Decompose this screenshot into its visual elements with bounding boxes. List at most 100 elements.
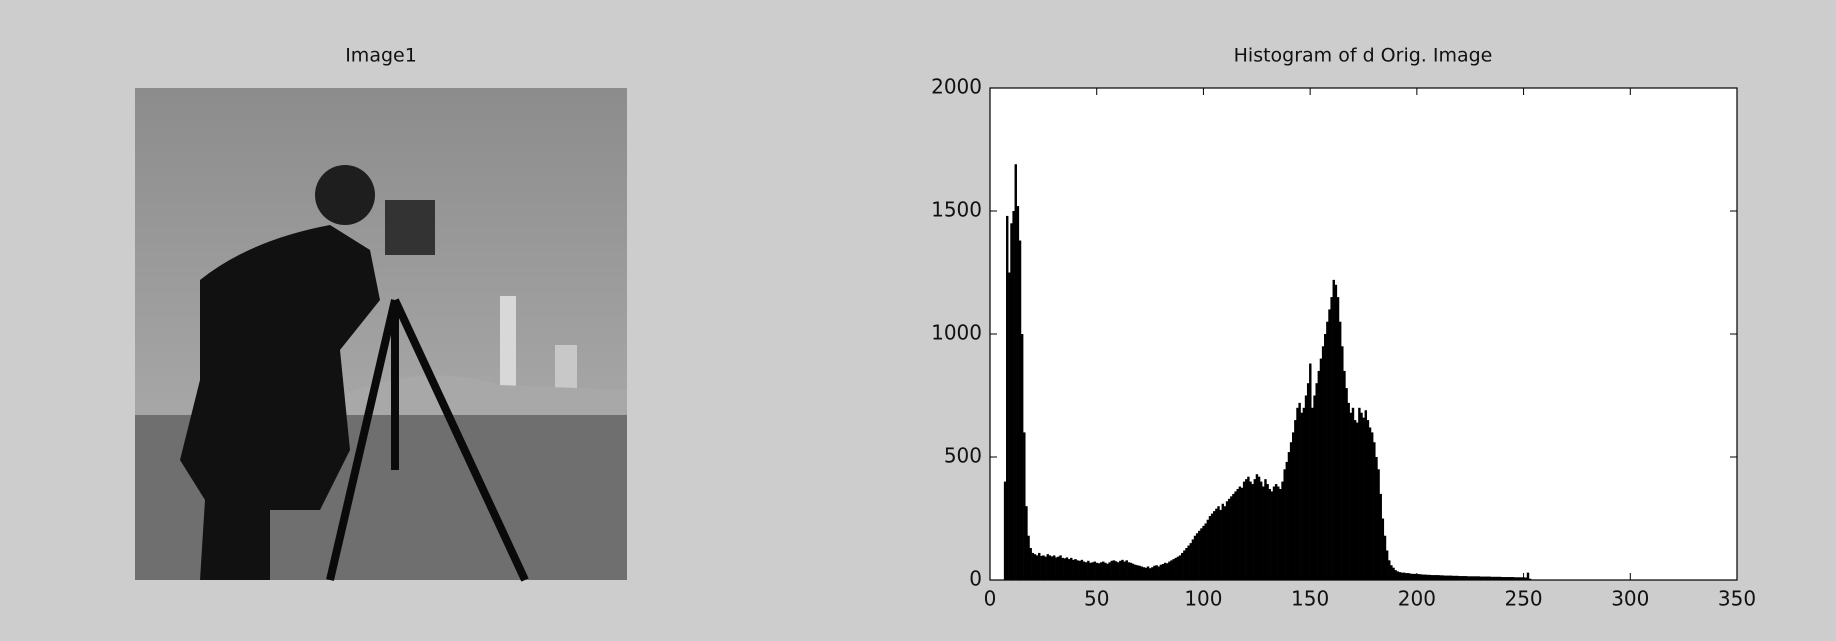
bar — [1080, 559, 1084, 580]
bar — [1479, 576, 1483, 580]
head — [315, 165, 375, 225]
bar — [1467, 576, 1470, 580]
bar — [1052, 555, 1056, 580]
bar — [1044, 556, 1047, 580]
bar — [1283, 469, 1286, 580]
bar — [1311, 407, 1314, 580]
bar — [1078, 560, 1082, 580]
y-tick-label: 0 — [969, 567, 982, 591]
y-tick-label: 2000 — [931, 75, 982, 99]
bar — [1417, 574, 1421, 580]
bar — [1251, 484, 1254, 580]
bar — [1458, 576, 1461, 580]
bar — [1315, 383, 1318, 580]
bar — [1095, 562, 1099, 580]
camera — [385, 200, 435, 255]
bar — [1443, 575, 1446, 580]
bar — [1328, 309, 1331, 580]
bar — [1016, 206, 1020, 580]
bar — [1494, 576, 1498, 580]
bar — [1279, 488, 1282, 580]
bar — [1225, 501, 1229, 580]
bar — [1242, 481, 1246, 580]
bar — [1469, 576, 1472, 580]
bar — [1076, 560, 1079, 580]
bar — [1411, 573, 1414, 580]
bar — [1345, 388, 1348, 580]
bar — [1426, 574, 1429, 580]
bar — [1008, 272, 1011, 580]
bar — [1204, 523, 1207, 580]
bar — [1087, 560, 1090, 580]
bar — [1324, 334, 1327, 580]
bar — [1114, 561, 1118, 580]
bar — [1040, 555, 1043, 580]
bar — [1236, 488, 1239, 580]
bar — [1341, 346, 1344, 580]
bar — [1178, 555, 1182, 580]
bar — [1300, 412, 1303, 580]
bar — [1084, 562, 1088, 580]
tower — [500, 296, 516, 386]
bar — [1373, 442, 1376, 580]
bar — [1065, 557, 1069, 580]
bar — [1266, 484, 1269, 580]
chart-title: Histogram of d Orig. Image — [1234, 45, 1493, 67]
bar — [1023, 432, 1026, 580]
bar — [1317, 370, 1321, 580]
bar — [1289, 442, 1293, 580]
bar — [1144, 567, 1148, 580]
bar — [1375, 457, 1378, 580]
building — [555, 345, 577, 390]
bar — [1234, 491, 1237, 580]
bar — [1072, 559, 1075, 580]
bar — [1168, 561, 1171, 580]
bar — [1366, 420, 1370, 580]
bar — [1268, 488, 1271, 580]
bar — [1020, 334, 1024, 580]
bar — [1097, 563, 1101, 580]
bar — [1334, 284, 1338, 580]
bar — [1477, 576, 1481, 580]
bar — [1050, 556, 1054, 580]
bar — [1151, 567, 1154, 580]
bar — [1223, 506, 1227, 580]
bar — [1349, 412, 1353, 580]
bar — [1029, 548, 1032, 580]
bar — [1253, 479, 1257, 580]
bar — [1230, 496, 1233, 580]
bar — [1129, 562, 1133, 580]
bar — [1343, 370, 1346, 580]
bar — [1221, 503, 1225, 580]
bar — [1473, 576, 1476, 580]
bar — [1528, 578, 1532, 580]
bar — [1402, 572, 1406, 580]
bar — [1437, 575, 1440, 580]
photo — [135, 88, 627, 582]
bar — [1048, 555, 1052, 580]
bar — [1232, 493, 1235, 580]
bar — [1396, 571, 1400, 580]
bar — [1488, 576, 1491, 580]
bar — [1524, 577, 1528, 580]
bar — [1102, 561, 1105, 580]
bar — [1010, 223, 1013, 581]
bar — [1513, 577, 1517, 580]
bar — [1059, 555, 1062, 580]
bar — [1172, 559, 1175, 580]
bar — [1449, 575, 1453, 580]
bar — [1390, 565, 1393, 580]
x-tick-label: 0 — [984, 587, 997, 611]
bar — [1208, 516, 1212, 580]
bar — [1296, 407, 1299, 580]
bar — [1338, 321, 1342, 580]
bar — [1159, 564, 1163, 580]
bar — [1093, 561, 1096, 580]
bar — [1441, 575, 1444, 580]
bar — [1161, 564, 1165, 580]
bar — [1292, 432, 1295, 580]
x-tick-label: 350 — [1718, 587, 1756, 611]
bar — [1486, 576, 1489, 580]
bar — [1481, 576, 1485, 580]
